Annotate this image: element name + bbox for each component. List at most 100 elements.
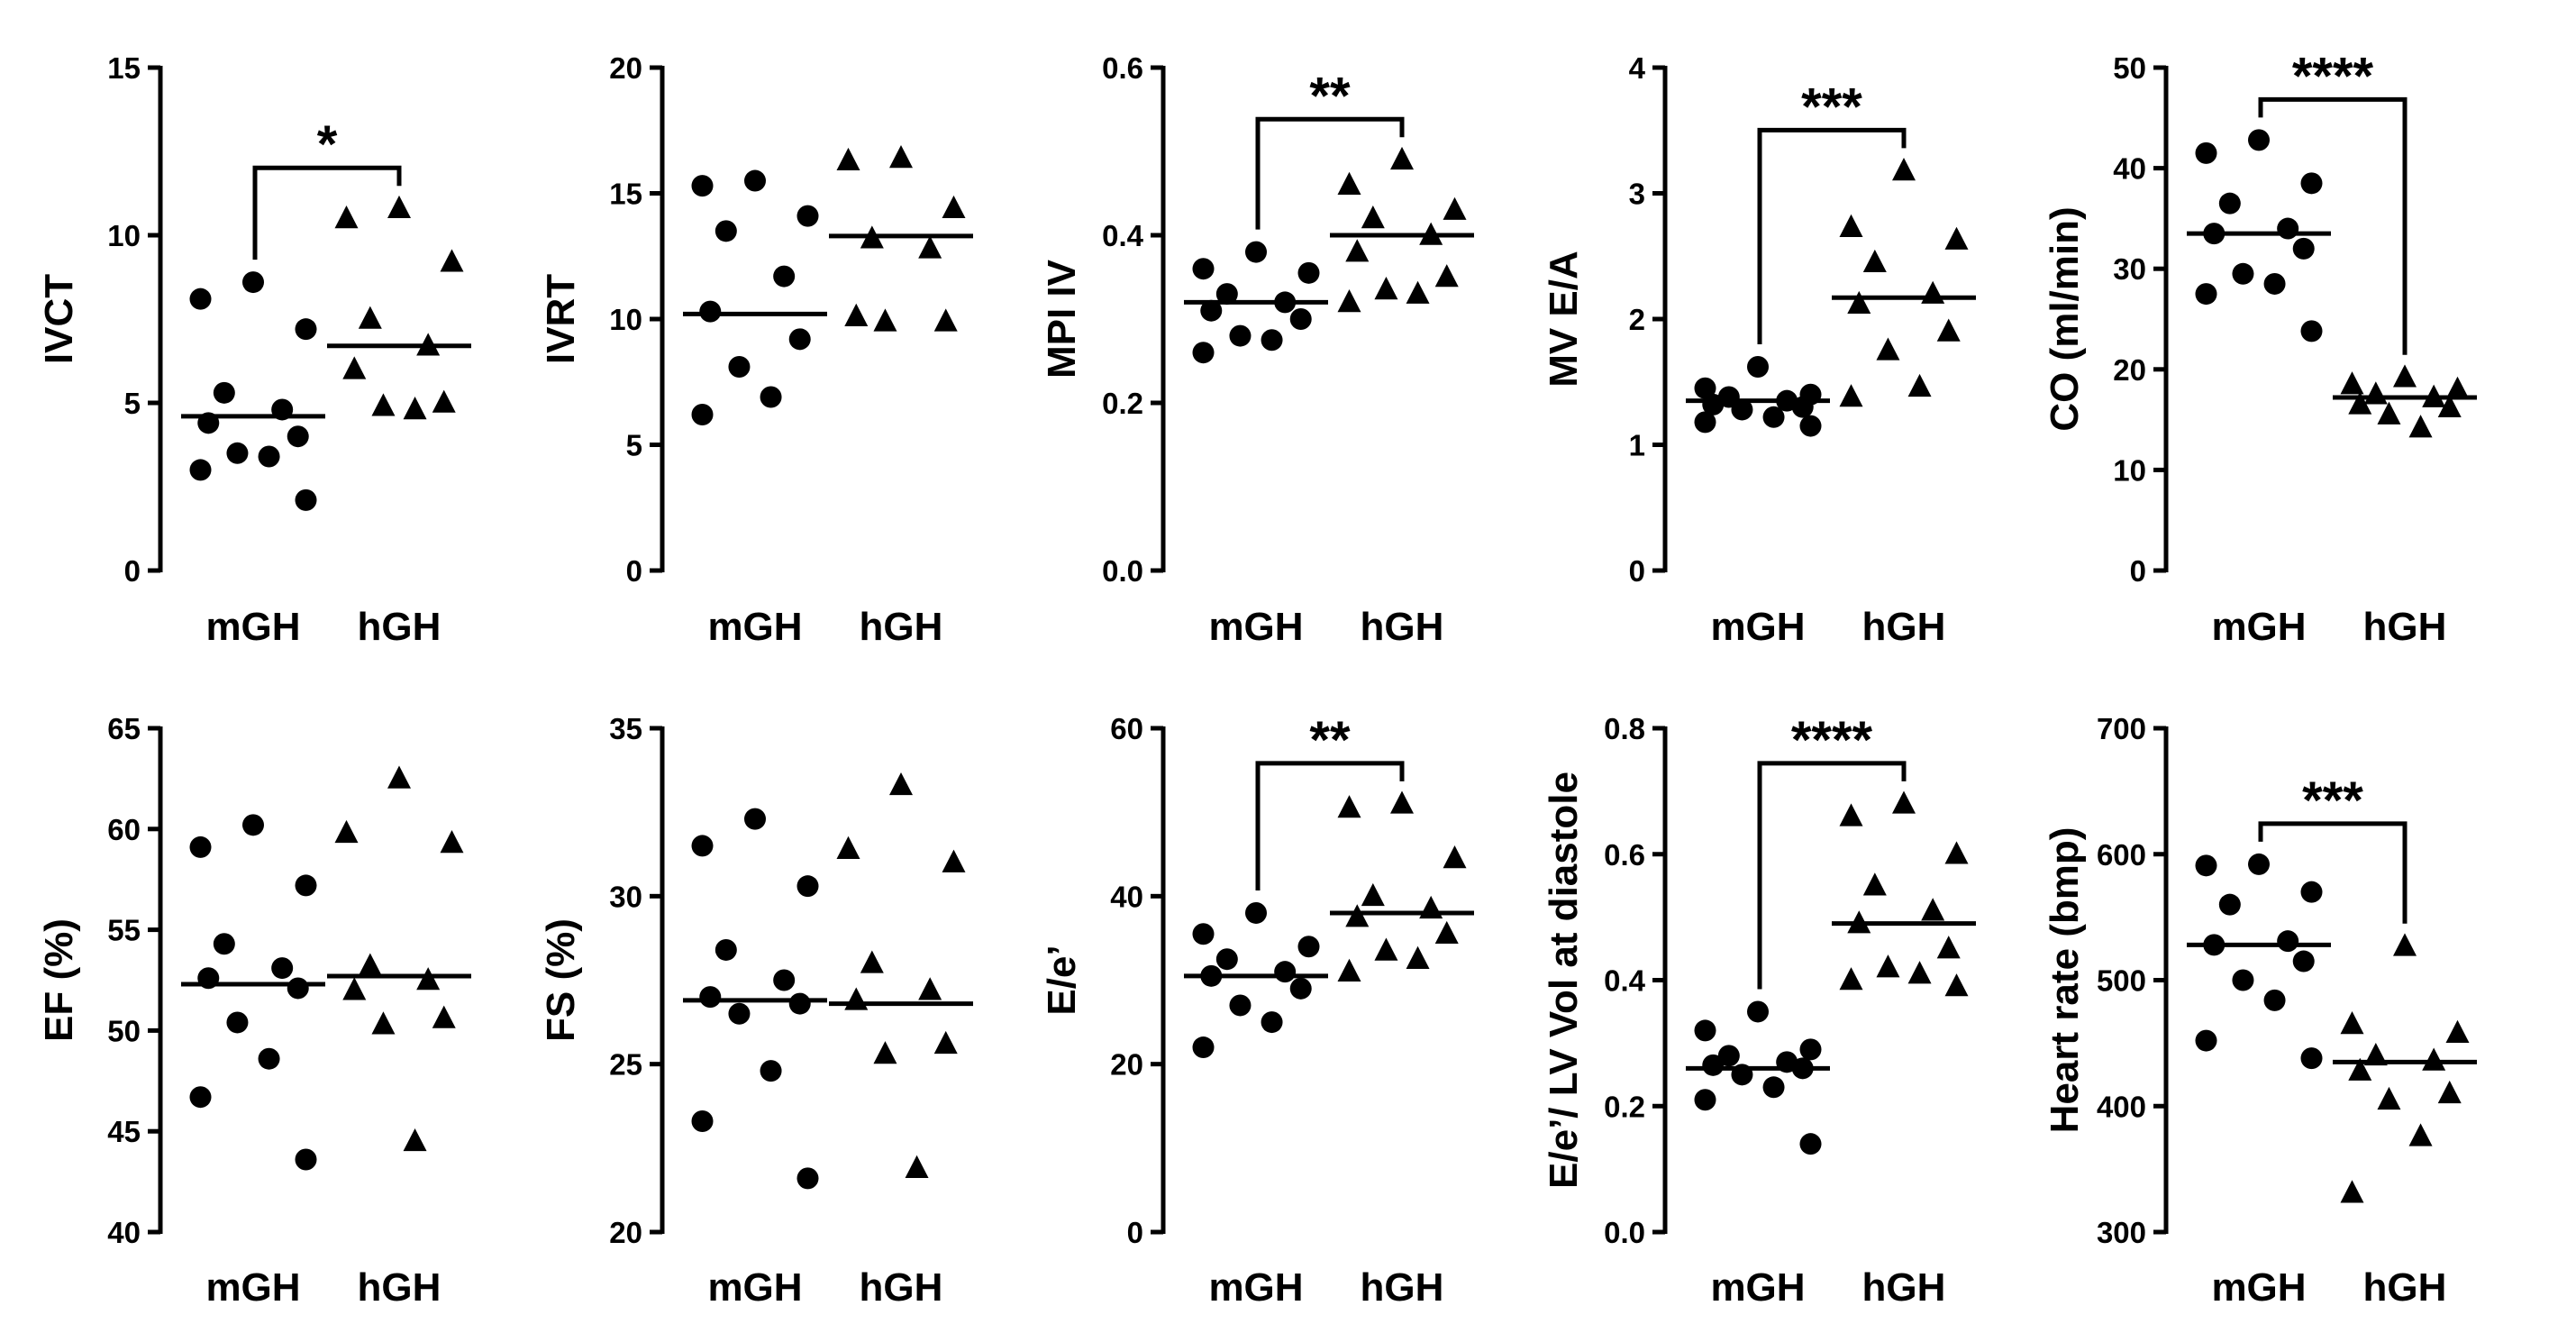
data-point-triangle	[1374, 277, 1398, 300]
data-point-circle	[2277, 217, 2299, 240]
y-tick-label: 60	[107, 813, 141, 846]
data-point-triangle	[1892, 790, 1916, 814]
significance-label: ***	[1801, 78, 1862, 136]
data-point-triangle	[1345, 239, 1370, 262]
panel-4: 0 1 2 3 4 MV E/A mGH hGH ***	[1542, 51, 1976, 649]
y-tick-label: 5	[124, 387, 141, 420]
data-point-triangle	[918, 235, 942, 259]
data-point-triangle	[1345, 904, 1370, 927]
data-point-circle	[1297, 261, 1320, 284]
data-point-triangle	[860, 950, 884, 973]
data-point-circle	[1261, 1011, 1283, 1034]
data-point-circle	[1717, 1045, 1740, 1067]
y-tick-label: 55	[107, 914, 141, 947]
data-point-circle	[1200, 299, 1223, 322]
data-point-circle	[1289, 977, 1312, 1000]
data-point-triangle	[2445, 1019, 2470, 1043]
data-point-triangle	[334, 205, 359, 229]
data-point-triangle	[1936, 318, 1961, 342]
x-category-label: hGH	[860, 605, 943, 649]
data-point-triangle	[1921, 898, 1945, 921]
data-point-circle	[1192, 1036, 1215, 1059]
data-point-circle	[1229, 994, 1252, 1017]
data-point-triangle	[440, 249, 464, 272]
y-tick-label: 10	[2113, 453, 2146, 487]
data-point-triangle	[2437, 394, 2462, 418]
data-point-circle	[1261, 329, 1283, 352]
y-axis-title: EF (%)	[37, 918, 81, 1042]
data-point-triangle	[440, 830, 464, 854]
data-point-circle	[2232, 969, 2254, 991]
data-point-circle	[2218, 192, 2241, 215]
data-point-circle	[1694, 377, 1716, 399]
data-point-circle	[213, 933, 235, 955]
panel-10: 300 400 500 600 700 Heart rate (bmp) mGH hGH ***	[2043, 712, 2477, 1310]
x-category-label: mGH	[707, 1265, 802, 1310]
data-point-triangle	[403, 1128, 427, 1152]
data-point-triangle	[2408, 415, 2433, 438]
x-category-label: mGH	[1710, 605, 1805, 649]
y-tick-label: 3	[1629, 178, 1645, 211]
data-point-circle	[2300, 172, 2323, 195]
data-point-circle	[189, 288, 212, 310]
x-category-label: hGH	[2363, 1265, 2447, 1310]
data-point-triangle	[1876, 954, 1900, 978]
y-tick-label: 0	[626, 554, 642, 588]
data-point-triangle	[844, 303, 869, 327]
significance-bracket	[1255, 116, 1405, 230]
data-point-circle	[2292, 237, 2315, 260]
data-point-triangle	[1936, 936, 1961, 959]
data-point-circle	[213, 381, 235, 404]
data-point-circle	[189, 459, 212, 481]
y-tick-label: 0	[2130, 554, 2146, 588]
data-point-circle	[1762, 1076, 1785, 1099]
data-point-triangle	[1892, 157, 1916, 181]
y-tick-label: 0	[1127, 1216, 1143, 1249]
data-point-triangle	[403, 397, 427, 420]
data-point-triangle	[1434, 920, 1459, 945]
data-point-triangle	[387, 765, 411, 789]
data-point-circle	[1747, 356, 1769, 379]
data-point-circle	[1215, 283, 1238, 306]
data-point-circle	[1297, 936, 1320, 958]
data-point-circle	[1245, 901, 1267, 924]
x-category-label: mGH	[2211, 1265, 2306, 1310]
data-point-circle	[1799, 1038, 1822, 1061]
significance-bracket	[1757, 127, 1907, 345]
data-point-circle	[715, 938, 737, 961]
y-tick-label: 5	[626, 429, 642, 462]
data-point-circle	[271, 957, 294, 980]
data-point-circle	[242, 814, 264, 836]
data-point-circle	[773, 265, 796, 288]
data-point-triangle	[1337, 171, 1361, 195]
data-point-circle	[1702, 1054, 1725, 1076]
data-point-triangle	[1862, 249, 1887, 273]
data-point-circle	[2195, 854, 2217, 877]
data-point-triangle	[2437, 1080, 2462, 1104]
data-point-triangle	[334, 819, 359, 844]
data-point-triangle	[2393, 933, 2417, 956]
y-tick-label: 0.2	[1102, 387, 1143, 420]
x-category-label: mGH	[2211, 605, 2306, 649]
data-point-circle	[295, 489, 317, 511]
x-category-label: hGH	[358, 1265, 441, 1310]
data-point-circle	[1694, 411, 1716, 434]
data-point-circle	[1289, 308, 1312, 330]
y-axis-title: CO (ml/min)	[2043, 206, 2087, 431]
y-tick-label: 15	[107, 51, 141, 85]
x-category-label: mGH	[1710, 1265, 1805, 1310]
y-axis-title: E/e’	[1040, 945, 1084, 1015]
data-point-circle	[715, 220, 737, 242]
data-point-circle	[258, 1047, 280, 1070]
data-point-circle	[2300, 881, 2323, 903]
data-point-circle	[1731, 398, 1753, 421]
data-point-triangle	[342, 977, 367, 1000]
y-tick-label: 500	[2097, 964, 2146, 998]
y-tick-label: 40	[2113, 152, 2146, 186]
data-point-triangle	[2340, 1180, 2364, 1203]
data-point-circle	[295, 874, 317, 897]
data-point-triangle	[1907, 961, 1932, 984]
data-point-circle	[2300, 320, 2323, 342]
data-point-circle	[744, 808, 766, 830]
data-point-triangle	[371, 1011, 396, 1035]
